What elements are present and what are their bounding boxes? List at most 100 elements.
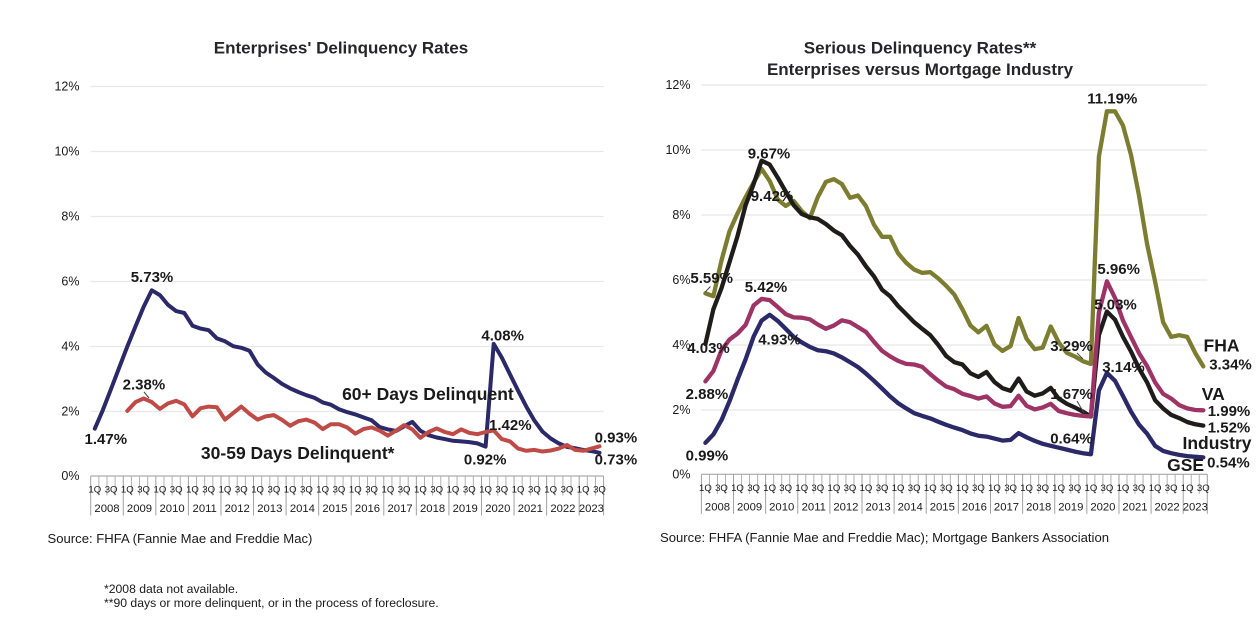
svg-text:3Q: 3Q (844, 483, 857, 494)
svg-text:5.42%: 5.42% (745, 279, 788, 296)
svg-text:1Q: 1Q (892, 483, 905, 494)
svg-text:2013: 2013 (257, 503, 282, 515)
svg-text:3Q: 3Q (333, 485, 346, 496)
svg-text:2009: 2009 (127, 503, 152, 515)
svg-text:2017: 2017 (994, 501, 1019, 513)
svg-text:1Q: 1Q (1052, 483, 1065, 494)
svg-text:2010: 2010 (160, 503, 185, 515)
svg-text:2008: 2008 (94, 503, 119, 515)
svg-text:1Q: 1Q (577, 485, 590, 496)
svg-text:3Q: 3Q (747, 483, 760, 494)
svg-text:1Q: 1Q (731, 483, 744, 494)
svg-text:2011: 2011 (802, 501, 826, 513)
svg-text:4%: 4% (672, 338, 690, 352)
svg-text:1Q: 1Q (1084, 483, 1097, 494)
svg-text:3Q: 3Q (463, 485, 476, 496)
svg-text:**90 days or more delinquent,: **90 days or more delinquent, or in the … (104, 596, 439, 610)
svg-text:3Q: 3Q (528, 485, 541, 496)
svg-text:1.47%: 1.47% (85, 431, 128, 448)
svg-text:8%: 8% (61, 210, 79, 224)
svg-text:0%: 0% (61, 469, 79, 483)
svg-text:3Q: 3Q (1165, 483, 1178, 494)
svg-text:3Q: 3Q (1197, 483, 1210, 494)
svg-text:6%: 6% (61, 275, 79, 289)
svg-text:1.42%: 1.42% (489, 417, 532, 434)
svg-text:2008: 2008 (705, 501, 730, 513)
svg-text:Industry: Industry (1182, 433, 1251, 453)
svg-text:2014: 2014 (290, 503, 315, 515)
svg-text:4.03%: 4.03% (687, 340, 730, 357)
svg-text:1.52%: 1.52% (1208, 419, 1251, 436)
svg-text:1Q: 1Q (381, 485, 394, 496)
svg-text:3Q: 3Q (1100, 483, 1113, 494)
svg-text:1Q: 1Q (447, 485, 460, 496)
svg-text:2015: 2015 (322, 503, 347, 515)
svg-text:2010: 2010 (769, 501, 794, 513)
svg-text:3.29%: 3.29% (1050, 338, 1093, 355)
svg-text:3Q: 3Q (940, 483, 953, 494)
svg-text:2012: 2012 (833, 501, 858, 513)
svg-text:1Q: 1Q (512, 485, 525, 496)
svg-text:FHA: FHA (1204, 335, 1240, 355)
svg-text:5.96%: 5.96% (1097, 261, 1140, 278)
svg-text:3Q: 3Q (300, 485, 313, 496)
svg-text:4.08%: 4.08% (481, 328, 524, 345)
svg-text:2016: 2016 (355, 503, 380, 515)
svg-text:3Q: 3Q (495, 485, 508, 496)
svg-text:1Q: 1Q (88, 485, 101, 496)
svg-text:1Q: 1Q (414, 485, 427, 496)
svg-text:1Q: 1Q (956, 483, 969, 494)
svg-text:2018: 2018 (420, 503, 445, 515)
svg-text:Enterprises versus Mortgage In: Enterprises versus Mortgage Industry (767, 60, 1074, 79)
svg-text:3Q: 3Q (1004, 483, 1017, 494)
svg-text:3.14%: 3.14% (1102, 359, 1145, 376)
svg-text:GSE: GSE (1167, 455, 1204, 475)
svg-text:11.19%: 11.19% (1087, 90, 1137, 107)
svg-text:3Q: 3Q (972, 483, 985, 494)
svg-text:1Q: 1Q (795, 483, 808, 494)
svg-text:2022: 2022 (550, 503, 575, 515)
svg-text:1Q: 1Q (186, 485, 199, 496)
svg-text:3.34%: 3.34% (1209, 356, 1252, 373)
svg-text:0.54%: 0.54% (1207, 455, 1250, 472)
svg-text:4.93%: 4.93% (758, 332, 801, 349)
svg-text:60+ Days Delinquent: 60+ Days Delinquent (342, 384, 514, 404)
svg-text:3Q: 3Q (811, 483, 824, 494)
svg-text:5.59%: 5.59% (690, 270, 733, 287)
svg-text:3Q: 3Q (779, 483, 792, 494)
svg-text:1Q: 1Q (860, 483, 873, 494)
svg-text:2013: 2013 (866, 501, 891, 513)
svg-text:2021: 2021 (1122, 501, 1147, 513)
svg-text:VA: VA (1202, 384, 1225, 404)
svg-text:2%: 2% (672, 403, 690, 417)
svg-text:1Q: 1Q (827, 483, 840, 494)
svg-text:8%: 8% (672, 208, 690, 222)
svg-text:1Q: 1Q (544, 485, 557, 496)
svg-text:2020: 2020 (485, 503, 510, 515)
svg-text:2%: 2% (61, 405, 79, 419)
svg-text:1Q: 1Q (1020, 483, 1033, 494)
svg-text:9.42%: 9.42% (751, 188, 794, 205)
svg-text:3Q: 3Q (235, 485, 248, 496)
svg-text:3Q: 3Q (908, 483, 921, 494)
svg-text:Source: FHFA (Fannie Mae and F: Source: FHFA (Fannie Mae and Freddie Mac… (660, 530, 1109, 545)
svg-text:1Q: 1Q (316, 485, 329, 496)
svg-text:2.38%: 2.38% (123, 376, 166, 393)
svg-text:3Q: 3Q (170, 485, 183, 496)
svg-text:30-59 Days Delinquent*: 30-59 Days Delinquent* (201, 443, 395, 463)
svg-text:2019: 2019 (453, 503, 478, 515)
svg-text:1Q: 1Q (219, 485, 232, 496)
svg-text:0%: 0% (672, 468, 690, 482)
svg-text:5.73%: 5.73% (131, 269, 174, 286)
svg-text:4%: 4% (61, 340, 79, 354)
svg-text:10%: 10% (665, 143, 690, 157)
svg-text:3Q: 3Q (137, 485, 150, 496)
svg-text:1Q: 1Q (153, 485, 166, 496)
svg-text:Source: FHFA (Fannie Mae and F: Source: FHFA (Fannie Mae and Freddie Mac… (48, 531, 313, 546)
svg-text:2023: 2023 (1183, 501, 1208, 513)
svg-text:5.03%: 5.03% (1094, 296, 1137, 313)
svg-text:1Q: 1Q (1181, 483, 1194, 494)
svg-text:*2008 data not available.: *2008 data not available. (104, 582, 238, 596)
svg-text:2019: 2019 (1058, 501, 1083, 513)
svg-text:3Q: 3Q (561, 485, 574, 496)
